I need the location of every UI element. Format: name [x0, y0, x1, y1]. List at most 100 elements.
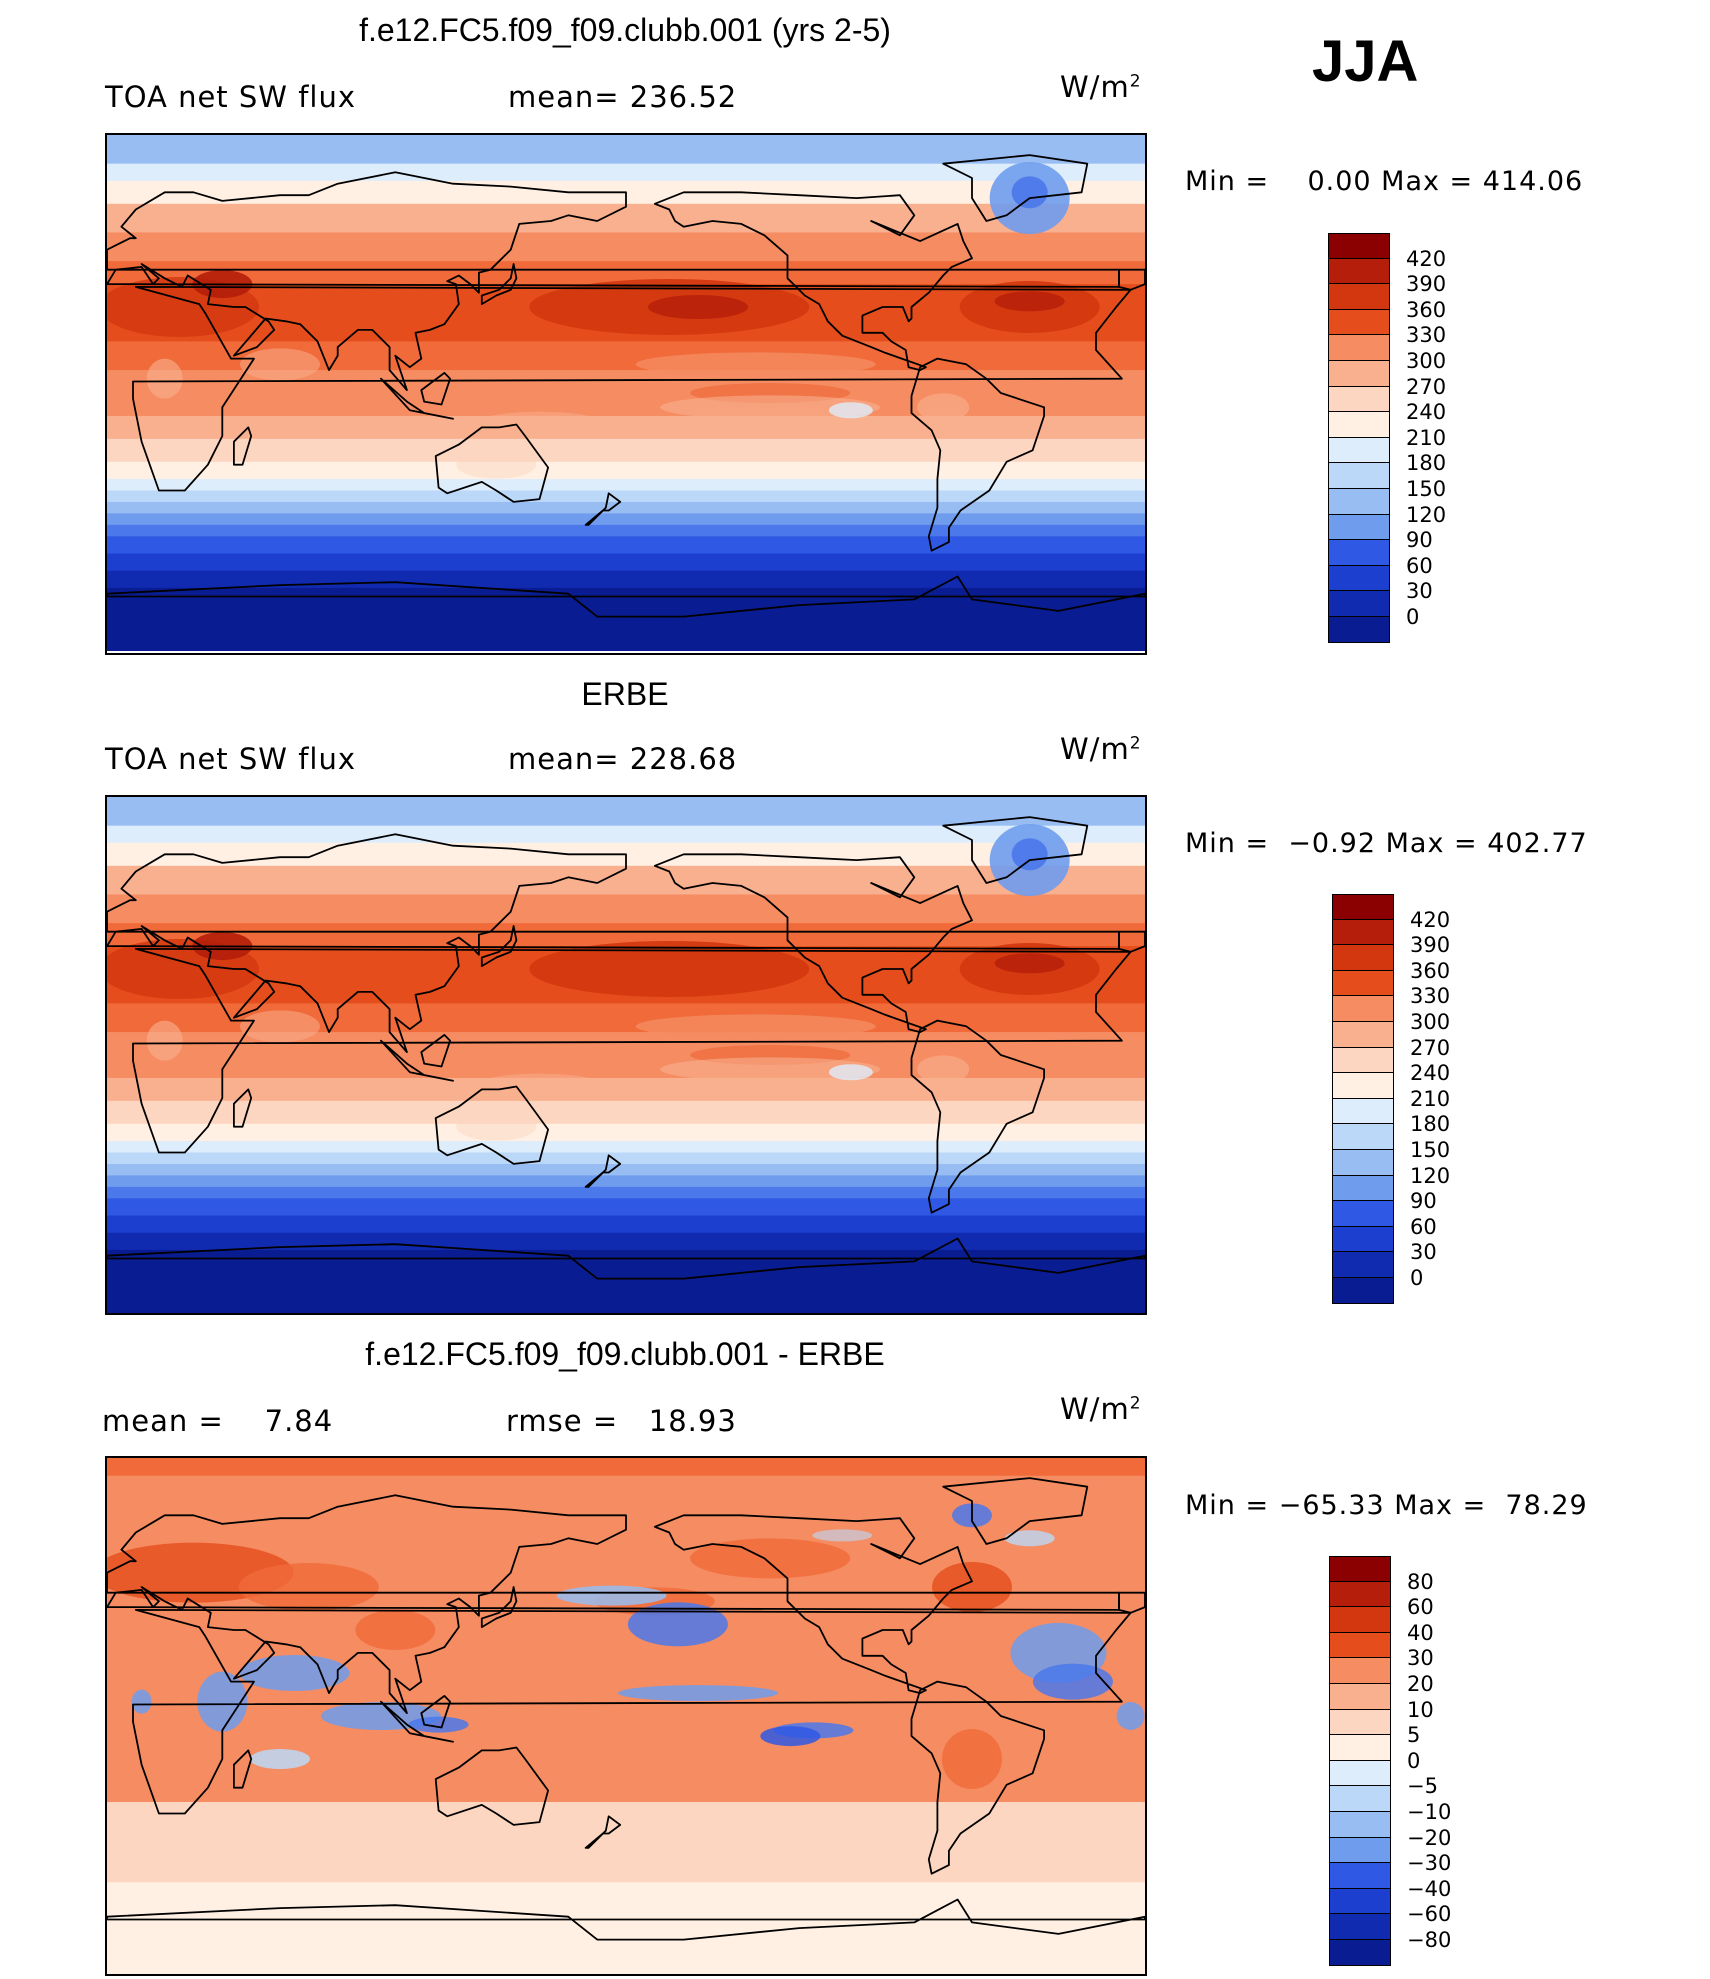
colorbar-swatch — [1328, 463, 1390, 489]
panel-2-units-text: W/m — [1060, 732, 1130, 766]
colorbar-label: 60 — [1407, 1595, 1434, 1620]
colorbar-label: 20 — [1407, 1672, 1434, 1696]
panel-2-mean: mean= 228.68 — [508, 742, 738, 776]
colorbar-label: 90 — [1406, 528, 1433, 553]
colorbar-label: 60 — [1410, 1214, 1437, 1239]
colorbar-swatch — [1329, 1888, 1391, 1915]
colorbar-swatch — [1329, 1658, 1391, 1684]
colorbar-swatch — [1332, 1124, 1394, 1150]
colorbar-label: 360 — [1406, 297, 1447, 322]
colorbar-label: −40 — [1407, 1876, 1452, 1901]
map-field — [107, 135, 1145, 651]
colorbar-swatch — [1329, 1632, 1391, 1659]
colorbar-swatch — [1328, 514, 1390, 541]
colorbar-swatch — [1328, 617, 1390, 643]
panel-2-title: ERBE — [581, 676, 669, 712]
colorbar-swatch — [1328, 335, 1390, 361]
colorbar-swatch — [1328, 591, 1390, 617]
colorbar-label: −20 — [1407, 1825, 1452, 1850]
colorbar-label: 270 — [1406, 374, 1447, 399]
colorbar-label: 420 — [1410, 907, 1451, 932]
colorbar-label: 390 — [1410, 933, 1451, 958]
colorbar-swatch — [1329, 1914, 1391, 1940]
colorbar-swatch — [1332, 1226, 1394, 1253]
colorbar-label: −80 — [1407, 1928, 1452, 1952]
colorbar-label: 0 — [1406, 605, 1420, 629]
colorbar-label: 240 — [1410, 1061, 1451, 1086]
colorbar-swatch — [1332, 1022, 1394, 1048]
colorbar-label: 30 — [1407, 1646, 1434, 1671]
colorbar-swatch — [1332, 894, 1394, 920]
panel-3-units-sup: 2 — [1129, 1393, 1142, 1414]
colorbar-label: 180 — [1410, 1112, 1451, 1137]
panel-2-minmax: Min = −0.92 Max = 402.77 — [1185, 828, 1588, 859]
colorbar-label: 0 — [1410, 1266, 1424, 1290]
colorbar-label: 10 — [1407, 1697, 1434, 1722]
colorbar-swatch — [1328, 309, 1390, 336]
colorbar-swatch — [1329, 1735, 1391, 1761]
colorbar-label: 420 — [1406, 246, 1447, 271]
colorbar-swatch — [1328, 386, 1390, 413]
colorbar-label: 0 — [1407, 1748, 1421, 1773]
colorbar-label: 180 — [1406, 451, 1447, 476]
colorbar-swatch — [1328, 258, 1390, 285]
colorbar-label: −60 — [1407, 1902, 1452, 1927]
panel-3-title: f.e12.FC5.f09_f09.clubb.001 - ERBE — [365, 1336, 885, 1372]
panel-3-units-text: W/m — [1060, 1392, 1130, 1426]
colorbar-swatch — [1328, 361, 1390, 387]
colorbar-swatch — [1332, 1073, 1394, 1099]
colorbar-swatch — [1328, 284, 1390, 310]
colorbar-swatch — [1329, 1581, 1391, 1608]
colorbar-label: −30 — [1407, 1851, 1452, 1876]
colorbar-swatch — [1332, 919, 1394, 946]
panel-2-units-sup: 2 — [1129, 733, 1142, 754]
panel-3-mean: mean = 7.84 — [102, 1404, 334, 1438]
map-field — [107, 797, 1145, 1313]
colorbar-swatch — [1328, 412, 1390, 438]
panel-1-units: W/m2 — [1060, 70, 1142, 104]
panel-1-units-text: W/m — [1060, 70, 1130, 104]
panel-2-units: W/m2 — [1060, 732, 1142, 766]
colorbar-label: 150 — [1410, 1138, 1451, 1162]
colorbar-label: 330 — [1410, 984, 1451, 1009]
map-field — [107, 1458, 1145, 1974]
colorbar-label: −5 — [1407, 1774, 1438, 1799]
colorbar-label: 300 — [1410, 1010, 1451, 1034]
colorbar-swatch — [1328, 489, 1390, 515]
colorbar-swatch — [1332, 945, 1394, 971]
colorbar-swatch — [1329, 1684, 1391, 1710]
panel-1-title: f.e12.FC5.f09_f09.clubb.001 (yrs 2-5) — [359, 12, 891, 48]
colorbar-label: 60 — [1406, 553, 1433, 578]
colorbar-label: 40 — [1407, 1620, 1434, 1645]
colorbar-label: 120 — [1410, 1163, 1451, 1188]
colorbar-swatch — [1329, 1812, 1391, 1838]
panel-3-units: W/m2 — [1060, 1392, 1142, 1426]
colorbar-label: 210 — [1410, 1086, 1451, 1111]
panel-2-variable: TOA net SW flux — [105, 742, 357, 776]
panel-1-variable: TOA net SW flux — [105, 80, 357, 114]
colorbar-label: 30 — [1410, 1240, 1437, 1265]
panel-3-rmse: rmse = 18.93 — [506, 1404, 737, 1438]
colorbar-label: 300 — [1406, 349, 1447, 373]
colorbar-label: 80 — [1407, 1569, 1434, 1594]
colorbar-label: 360 — [1410, 958, 1451, 983]
colorbar-label: 270 — [1410, 1035, 1451, 1060]
colorbar-swatch — [1328, 540, 1390, 566]
colorbar-swatch — [1328, 565, 1390, 592]
colorbar-swatch — [1329, 1863, 1391, 1889]
colorbar-swatch — [1332, 1278, 1394, 1304]
colorbar-label: 120 — [1406, 502, 1447, 527]
colorbar-label: 390 — [1406, 272, 1447, 297]
panel-1-map — [105, 133, 1147, 655]
colorbar-label: 90 — [1410, 1189, 1437, 1214]
season-label: JJA — [1312, 29, 1419, 94]
colorbar-swatch — [1329, 1607, 1391, 1633]
colorbar-swatch — [1329, 1837, 1391, 1864]
colorbar-swatch — [1328, 437, 1390, 464]
panel-3-minmax: Min = −65.33 Max = 78.29 — [1185, 1490, 1588, 1521]
colorbar-label: 150 — [1406, 477, 1447, 501]
panel-2-map — [105, 795, 1147, 1315]
panel-1-minmax: Min = 0.00 Max = 414.06 — [1185, 166, 1584, 197]
colorbar-swatch — [1329, 1760, 1391, 1787]
colorbar-swatch — [1332, 970, 1394, 997]
